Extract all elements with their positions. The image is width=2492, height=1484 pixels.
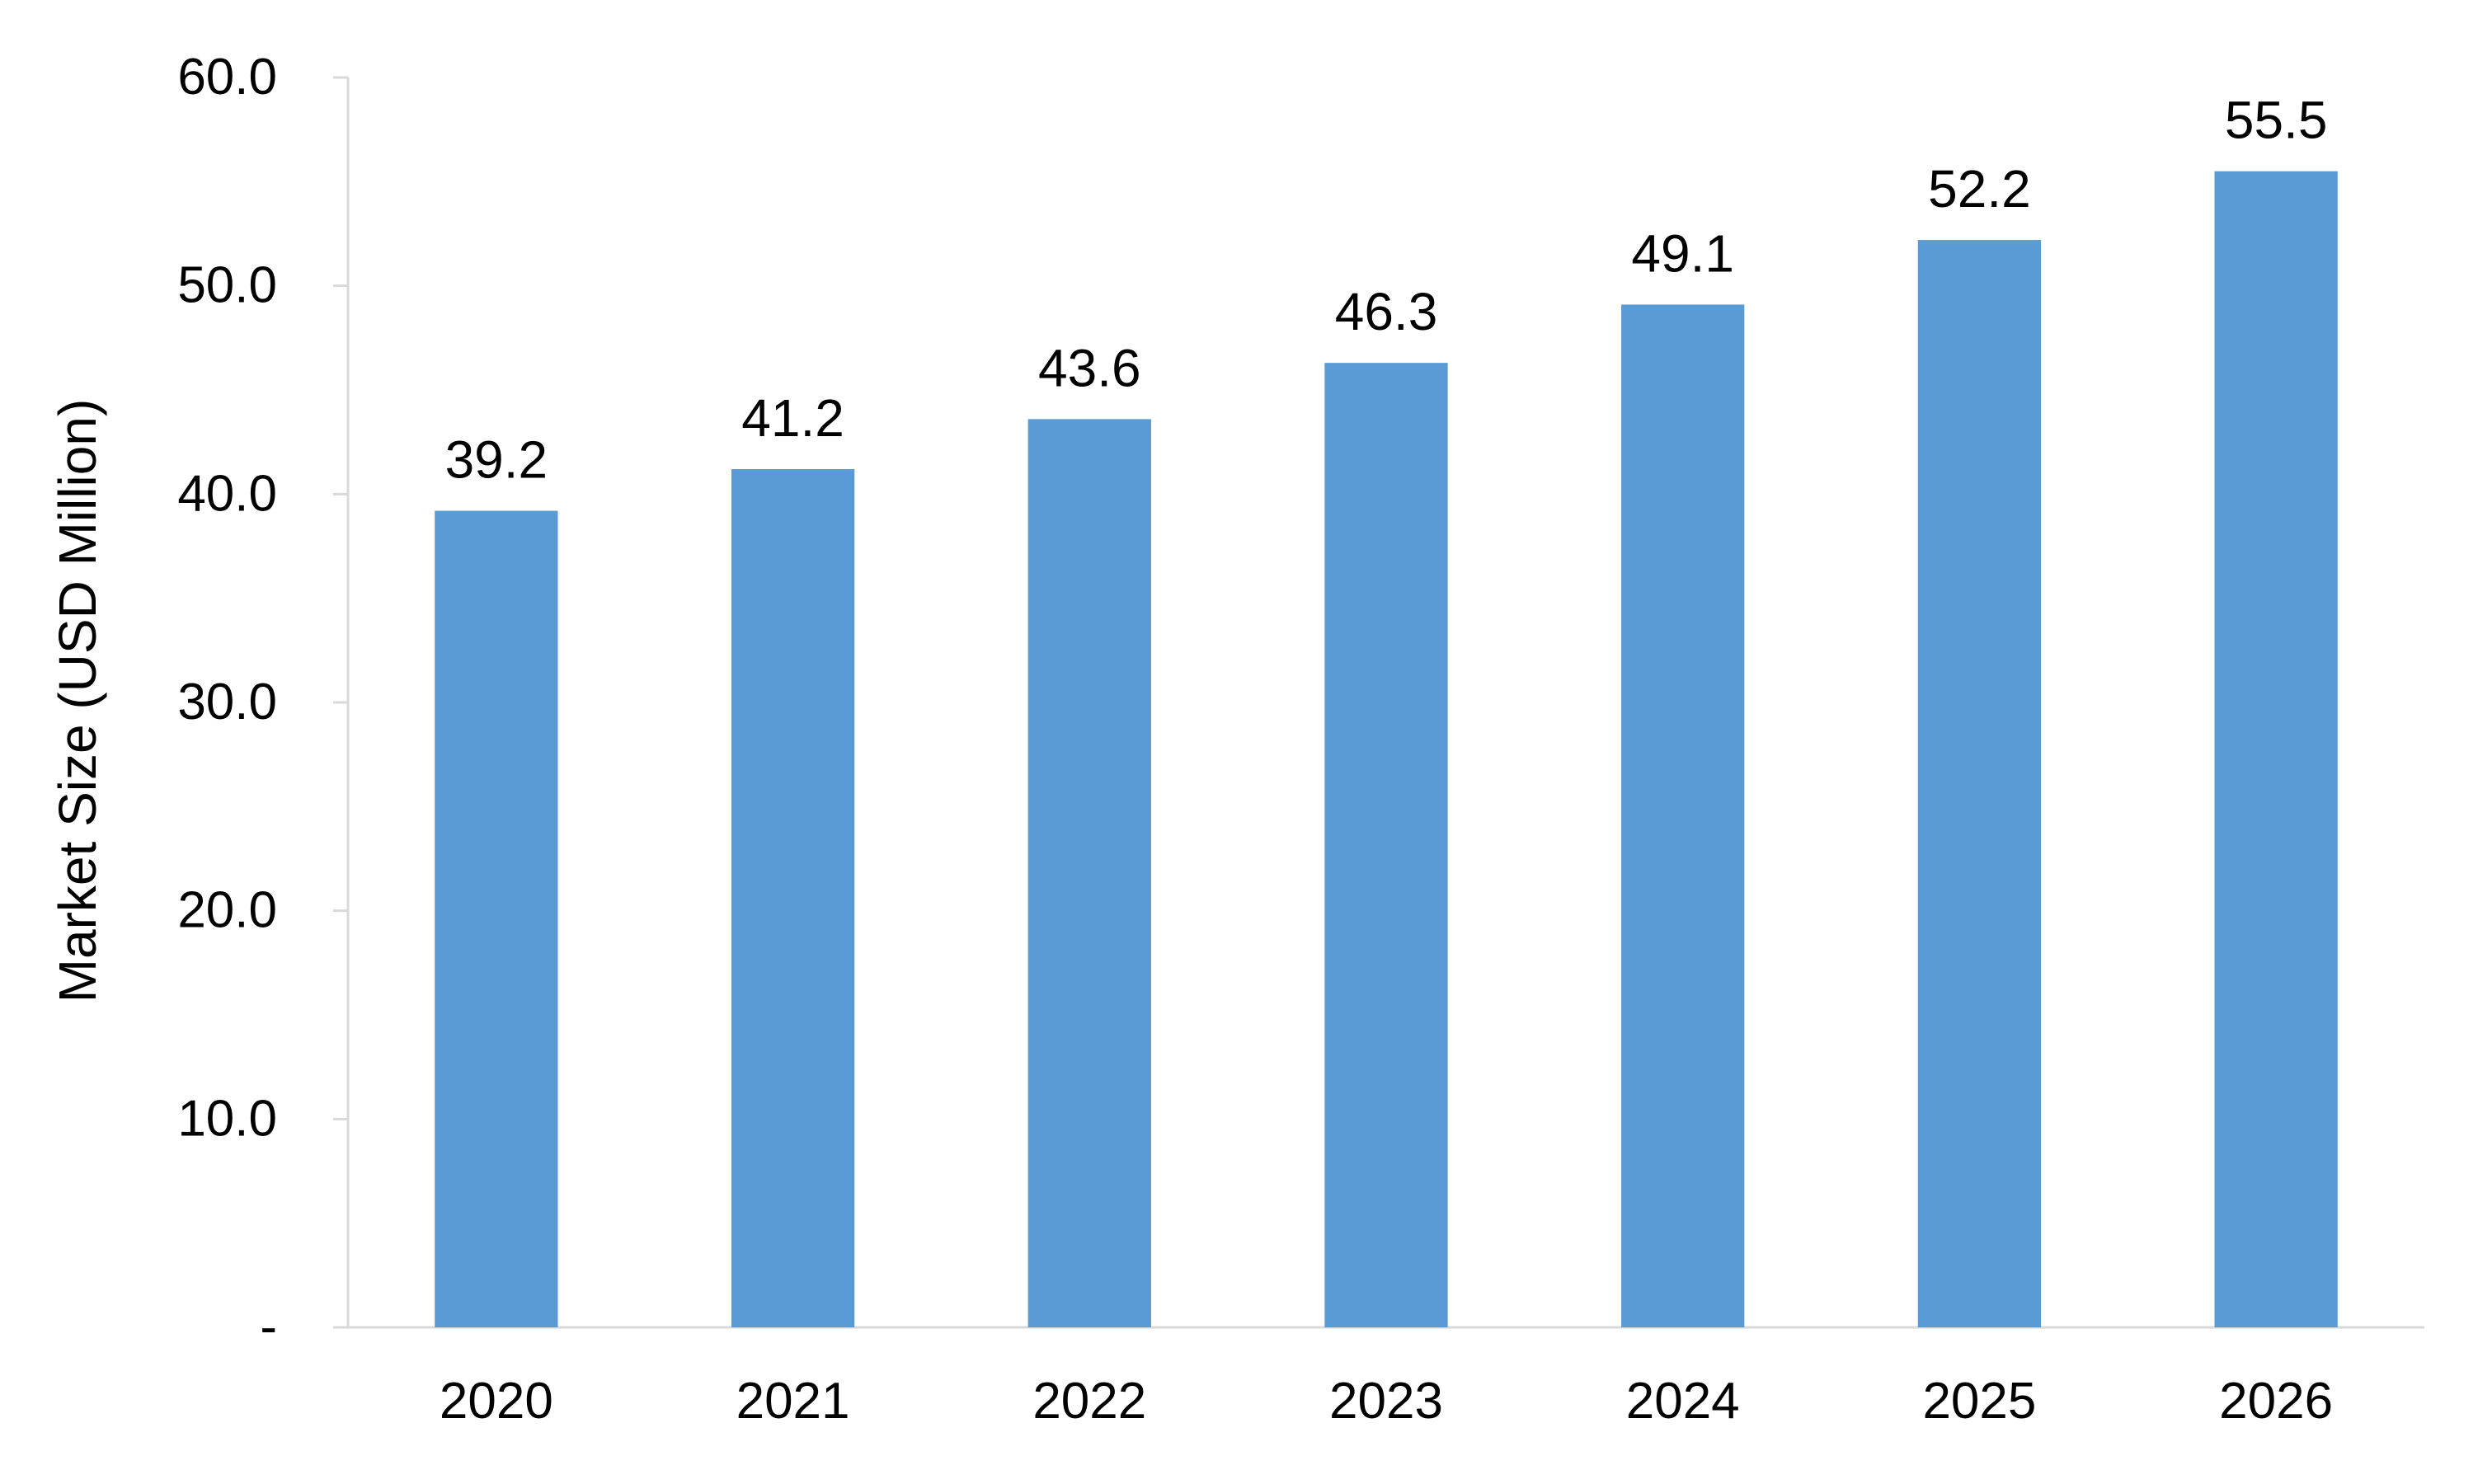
bar (435, 510, 558, 1327)
x-tick-label: 2023 (1329, 1373, 1443, 1430)
data-label: 55.5 (2225, 91, 2328, 150)
bar (731, 469, 855, 1327)
x-axis-ticks: 2020 2021 2022 2023 2024 2025 2026 (440, 1373, 2333, 1430)
y-tick-label: 30.0 (177, 674, 277, 730)
data-label: 46.3 (1335, 282, 1438, 341)
y-axis-title: Market Size (USD Million) (48, 399, 107, 1003)
bar (1621, 304, 1745, 1327)
bar (1324, 363, 1448, 1327)
bars (435, 171, 2338, 1328)
y-tick-label: 20.0 (177, 882, 277, 939)
x-tick-label: 2024 (1626, 1373, 1740, 1430)
x-tick-label: 2021 (736, 1373, 850, 1430)
y-tick-label: - (260, 1298, 277, 1355)
y-axis-ticks: - 10.0 20.0 30.0 40.0 50.0 60.0 (177, 49, 348, 1355)
y-tick-label: 50.0 (177, 257, 277, 314)
data-label: 43.6 (1038, 338, 1141, 397)
x-tick-label: 2026 (2219, 1373, 2333, 1430)
data-labels: 39.2 41.2 43.6 46.3 49.1 52.2 55.5 (445, 91, 2328, 490)
data-label: 41.2 (741, 388, 844, 448)
x-tick-label: 2022 (1032, 1373, 1146, 1430)
y-tick-label: 10.0 (177, 1090, 277, 1147)
bar (1917, 240, 2042, 1328)
y-tick-label: 40.0 (177, 465, 277, 522)
data-label: 49.1 (1631, 223, 1734, 283)
bar (1027, 419, 1151, 1328)
data-label: 52.2 (1928, 159, 2031, 218)
x-tick-label: 2025 (1922, 1373, 2036, 1430)
bar (2214, 171, 2338, 1328)
y-tick-label: 60.0 (177, 49, 277, 106)
x-tick-label: 2020 (440, 1373, 553, 1430)
data-label: 39.2 (445, 430, 548, 490)
